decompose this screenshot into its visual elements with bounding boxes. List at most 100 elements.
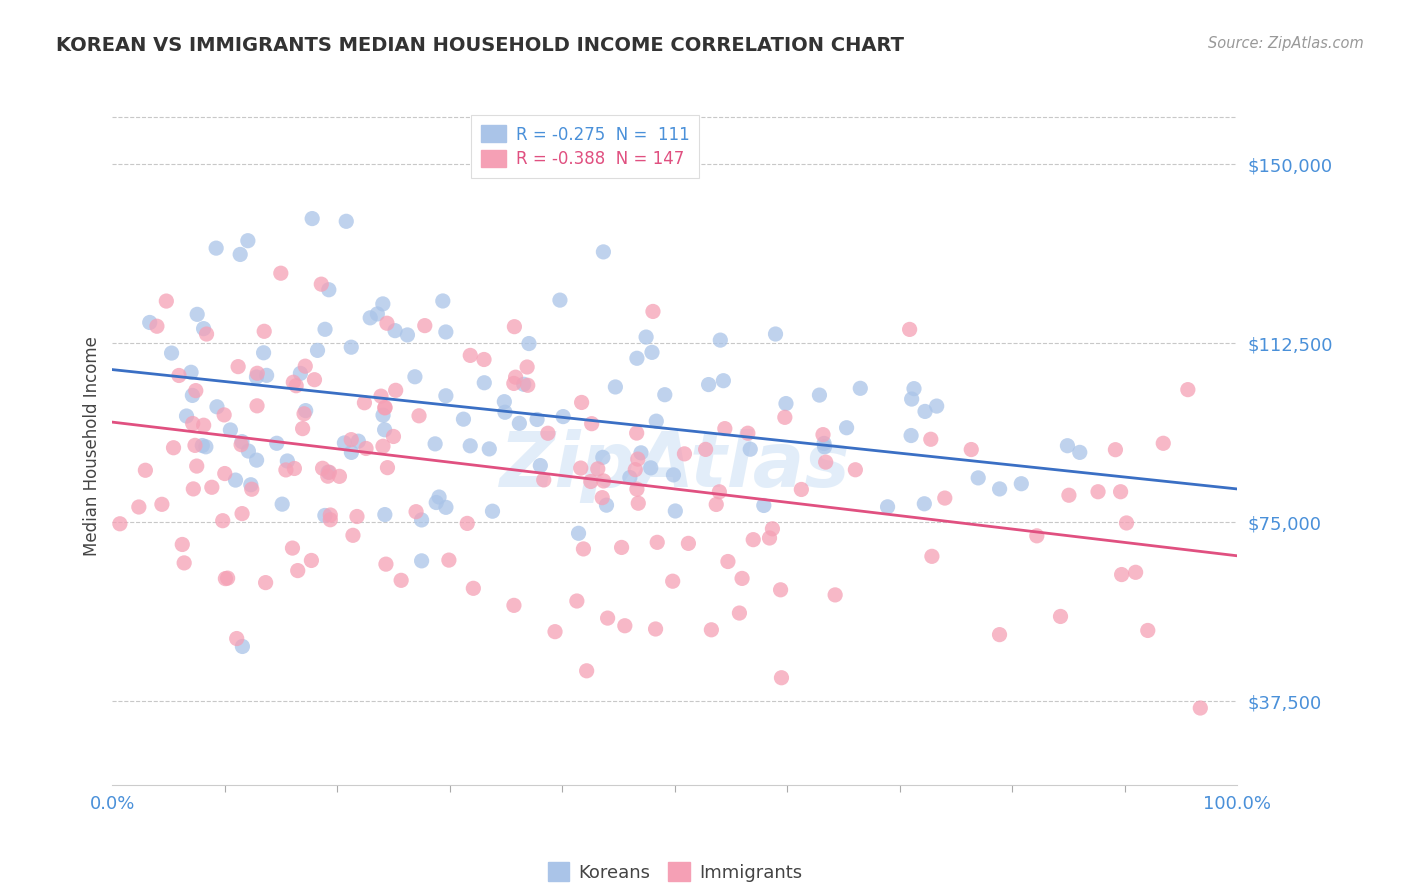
Point [307,343,329,358]
Point [294,359,316,374]
Point [921,549,943,564]
Point [508,417,530,431]
Point [162,441,184,455]
Point [586,462,609,476]
Point [176,409,198,423]
Point [316,469,339,483]
Point [769,582,792,597]
Point [411,554,433,568]
Point [592,244,614,259]
Point [240,482,263,496]
Point [988,482,1011,496]
Point [404,369,426,384]
Point [900,392,922,406]
Point [150,497,173,511]
Point [290,367,312,381]
Point [960,442,983,457]
Point [252,345,274,359]
Point [494,405,516,419]
Point [641,345,664,359]
Point [274,463,297,477]
Point [1115,516,1137,530]
Point [849,381,872,395]
Point [318,465,340,479]
Point [503,319,526,334]
Point [458,348,481,362]
Point [374,423,396,437]
Point [626,425,648,440]
Point [245,453,267,467]
Point [291,422,314,436]
Point [319,513,342,527]
Text: KOREAN VS IMMIGRANTS MEDIAN HOUSEHOLD INCOME CORRELATION CHART: KOREAN VS IMMIGRANTS MEDIAN HOUSEHOLD IN… [56,36,904,54]
Point [567,526,589,541]
Point [613,619,636,633]
Point [311,461,333,475]
Point [478,442,501,456]
Point [371,408,394,422]
Point [553,409,575,424]
Point [205,400,228,414]
Point [1025,529,1047,543]
Point [266,436,288,450]
Point [645,414,668,428]
Point [761,522,783,536]
Point [236,234,259,248]
Point [575,664,598,678]
Point [377,460,399,475]
Point [636,330,658,344]
Point [572,541,595,556]
Point [229,247,252,261]
Point [627,452,650,467]
Point [967,471,990,485]
Point [211,514,233,528]
Point [595,498,617,512]
Point [311,277,333,292]
Point [1069,445,1091,459]
Point [711,374,734,388]
Point [186,459,208,474]
Point [709,484,731,499]
Point [301,211,323,226]
Point [571,395,593,409]
Point [673,447,696,461]
Point [898,322,921,336]
Point [423,437,446,451]
Point [294,403,316,417]
Point [714,422,737,436]
Point [328,469,350,483]
Point [254,575,277,590]
Point [678,536,700,550]
Point [814,455,837,469]
Legend: Koreans, Immigrants: Koreans, Immigrants [540,855,810,888]
Point [1057,488,1080,502]
Point [516,359,538,374]
Point [231,507,253,521]
Point [319,508,342,522]
Point [384,384,406,398]
Point [740,442,762,457]
Point [737,426,759,441]
Point [333,436,356,450]
Point [664,504,686,518]
Point [229,437,252,451]
Point [697,377,720,392]
Point [382,429,405,443]
Point [413,318,436,333]
Point [912,497,935,511]
Point [630,446,652,460]
Point [193,321,215,335]
Point [318,283,340,297]
Point [214,572,236,586]
Point [934,491,956,505]
Point [1177,383,1199,397]
Point [758,531,780,545]
Point [225,473,247,487]
Point [903,382,925,396]
Point [374,557,396,571]
Point [285,378,308,392]
Point [773,410,796,425]
Point [108,516,131,531]
Point [316,465,339,479]
Point [900,428,922,442]
